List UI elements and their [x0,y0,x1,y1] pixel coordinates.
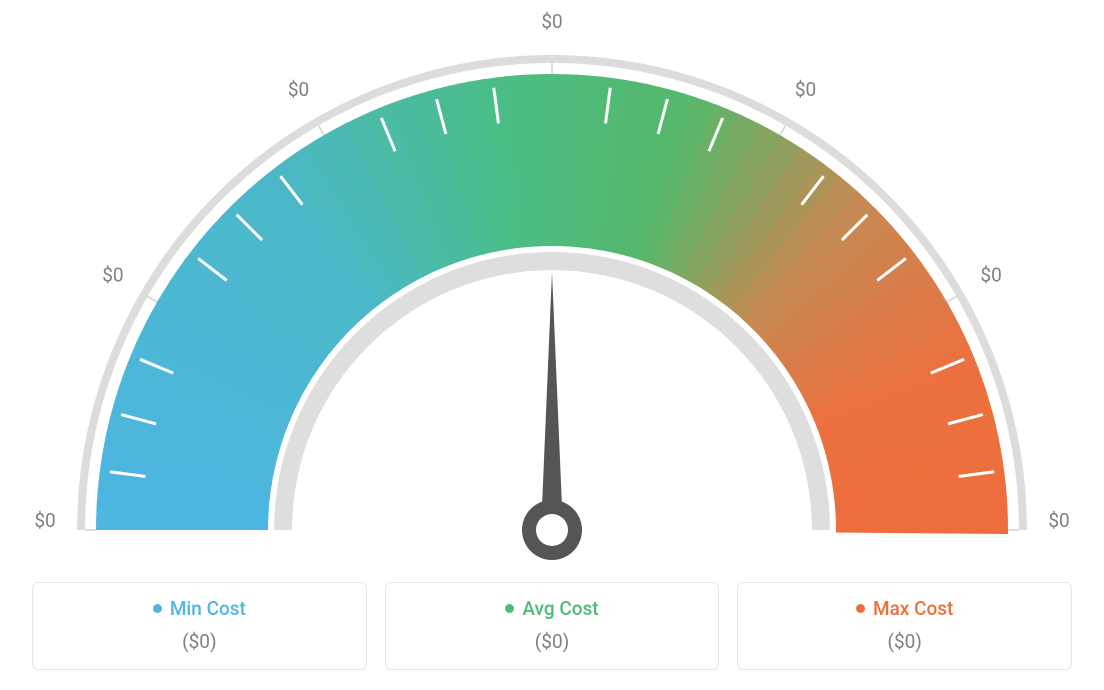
legend-label: Avg Cost [522,597,598,620]
major-tick [947,297,957,303]
legend-label: Max Cost [873,597,953,620]
tick-label: $0 [1048,509,1069,532]
gauge-chart: $0 $0 $0 $0 $0 $0 $0 [22,10,1082,570]
major-tick [780,126,786,136]
tick-label: $0 [541,10,562,33]
legend-card-0: Min Cost ($0) [32,582,367,670]
legend-dot-icon [505,604,514,613]
legend-dot-icon [153,604,162,613]
legend-value: ($0) [748,630,1061,653]
tick-label: $0 [795,78,816,101]
legend-title: Max Cost [856,597,953,620]
legend-card-1: Avg Cost ($0) [385,582,720,670]
tick-label: $0 [102,264,123,287]
legend-dot-icon [856,604,865,613]
legend-row: Min Cost ($0) Avg Cost ($0) Max Cost ($0) [32,582,1072,670]
legend-title: Min Cost [153,597,246,620]
legend-label: Min Cost [170,597,246,620]
legend-value: ($0) [43,630,356,653]
needle-hub-hole [536,514,568,546]
tick-label: $0 [288,78,309,101]
legend-card-2: Max Cost ($0) [737,582,1072,670]
legend-title: Avg Cost [505,597,598,620]
major-tick [319,126,325,136]
tick-label: $0 [980,264,1001,287]
gauge-needle [541,272,563,530]
major-tick [148,297,158,303]
gauge-container: $0 $0 $0 $0 $0 $0 $0 [22,10,1082,570]
legend-value: ($0) [396,630,709,653]
tick-label: $0 [34,509,55,532]
